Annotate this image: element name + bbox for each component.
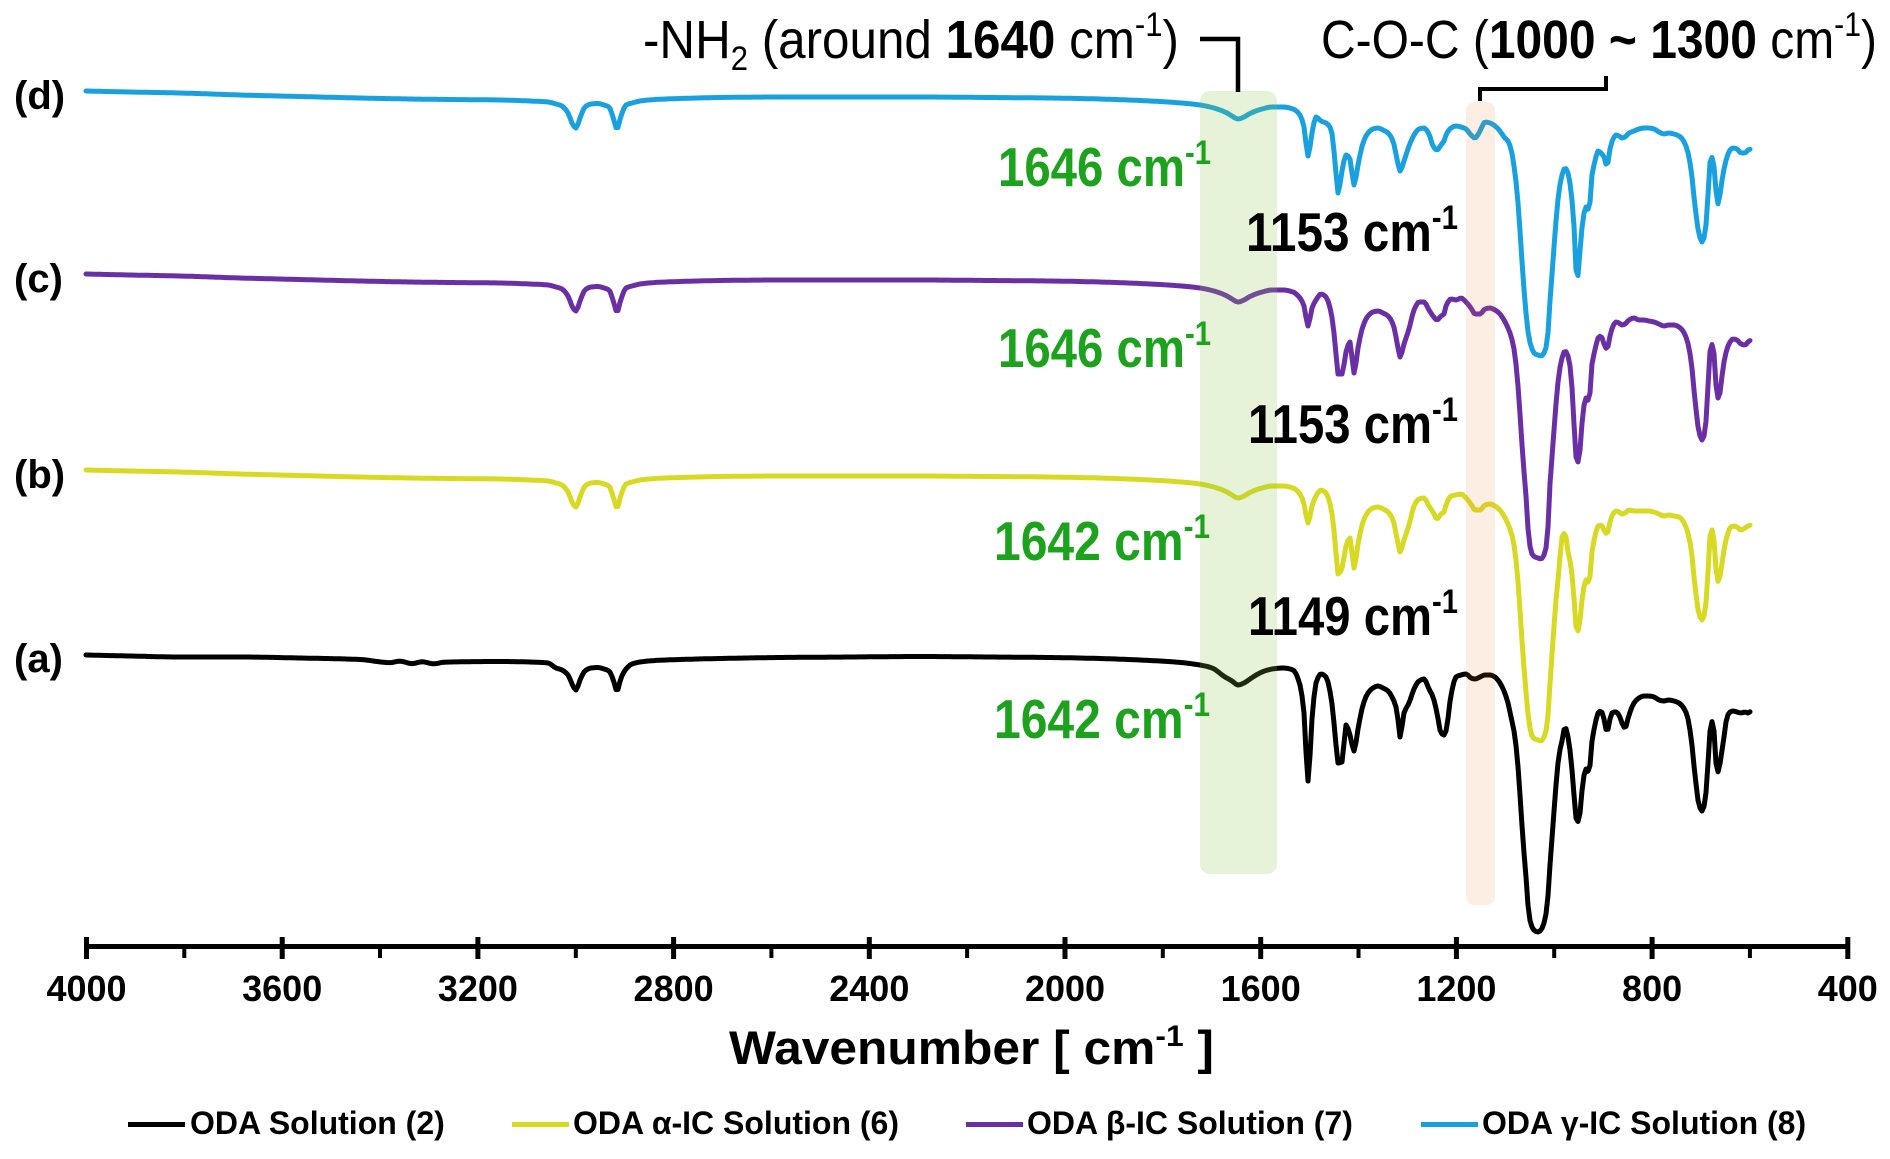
svg-text:3200: 3200 [438,968,518,1009]
svg-text:ODA γ-IC Solution (8): ODA γ-IC Solution (8) [1482,1105,1806,1141]
svg-text:1153 cm-1: 1153 cm-1 [1246,199,1458,263]
svg-text:1646 cm-1: 1646 cm-1 [998,315,1211,379]
svg-text:1642 cm-1: 1642 cm-1 [994,686,1210,750]
svg-text:-NH2 (around 1640 cm-1): -NH2 (around 1640 cm-1) [643,6,1179,78]
svg-text:800: 800 [1622,968,1682,1009]
svg-text:ODA α-IC Solution (6): ODA α-IC Solution (6) [573,1105,899,1141]
svg-text:1642 cm-1: 1642 cm-1 [994,508,1210,572]
svg-text:(c): (c) [14,257,63,301]
svg-text:(b): (b) [14,453,65,497]
svg-text:2000: 2000 [1025,968,1105,1009]
svg-text:1149 cm-1: 1149 cm-1 [1248,583,1458,647]
svg-text:Wavenumber [ cm-1 ]: Wavenumber [ cm -1 ] [729,1020,1214,1074]
svg-text:2400: 2400 [829,968,909,1009]
svg-text:C-O-C (1000 ~ 1300 cm-1): C-O-C (1000 ~ 1300 cm-1) [1321,6,1877,70]
svg-text:ODA Solution (2): ODA Solution (2) [190,1105,445,1141]
svg-text:1600: 1600 [1221,968,1301,1009]
svg-text:1646 cm-1: 1646 cm-1 [998,134,1211,198]
svg-text:(a): (a) [14,637,63,681]
svg-text:1153 cm-1: 1153 cm-1 [1248,391,1458,455]
svg-text:1200: 1200 [1416,968,1496,1009]
svg-text:(d): (d) [14,74,65,118]
svg-text:4000: 4000 [46,968,126,1009]
svg-text:3600: 3600 [242,968,322,1009]
svg-text:400: 400 [1818,968,1878,1009]
svg-text:ODA β-IC Solution (7): ODA β-IC Solution (7) [1027,1105,1353,1141]
svg-text:2800: 2800 [634,968,714,1009]
